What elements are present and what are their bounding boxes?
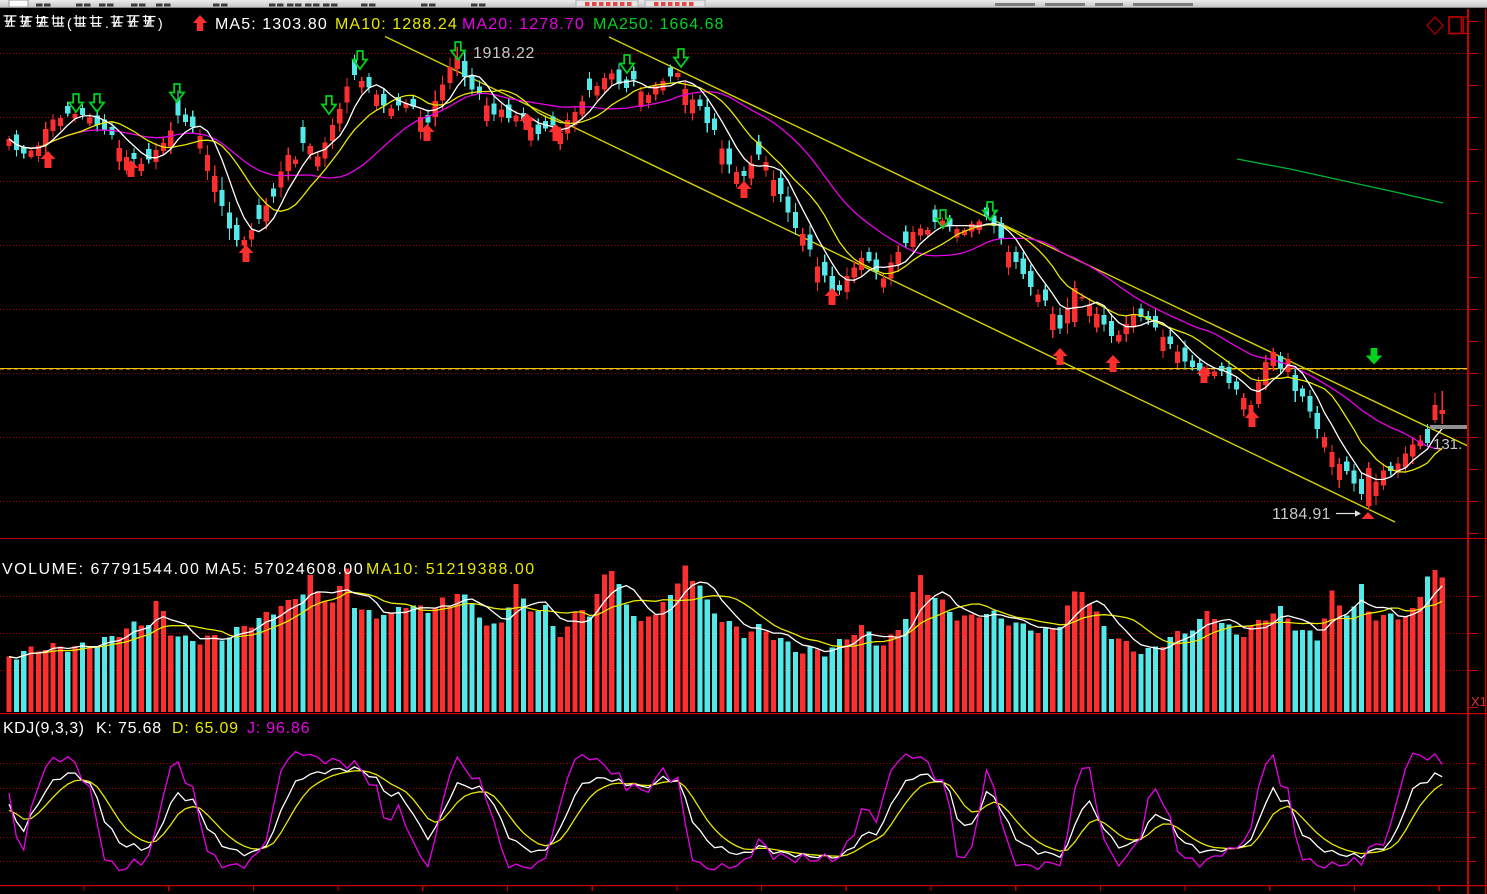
svg-text:D: 65.09: D: 65.09 <box>172 720 239 737</box>
svg-text:MA20: 1278.70: MA20: 1278.70 <box>462 16 585 33</box>
svg-text:KDJ(9,3,3): KDJ(9,3,3) <box>3 720 84 737</box>
svg-text:MA5: 57024608.00: MA5: 57024608.00 <box>205 561 364 578</box>
svg-text:): ) <box>158 15 163 31</box>
svg-text:MA10: 51219388.00: MA10: 51219388.00 <box>366 561 536 578</box>
svg-text:MA5: 1303.80: MA5: 1303.80 <box>215 16 328 33</box>
svg-text:1918.22: 1918.22 <box>473 45 535 62</box>
svg-text:MA10: 1288.24: MA10: 1288.24 <box>335 16 458 33</box>
svg-text:(: ( <box>67 15 72 31</box>
svg-text:X1: X1 <box>1471 694 1487 709</box>
svg-text:MA250: 1664.68: MA250: 1664.68 <box>593 16 724 33</box>
svg-text:VOLUME: 67791544.00: VOLUME: 67791544.00 <box>2 561 200 578</box>
svg-text:131.: 131. <box>1433 436 1462 453</box>
svg-text:1184.91: 1184.91 <box>1272 506 1331 523</box>
svg-text:.: . <box>105 15 109 31</box>
svg-text:J: 96.86: J: 96.86 <box>247 720 310 737</box>
svg-text:K: 75.68: K: 75.68 <box>96 720 162 737</box>
